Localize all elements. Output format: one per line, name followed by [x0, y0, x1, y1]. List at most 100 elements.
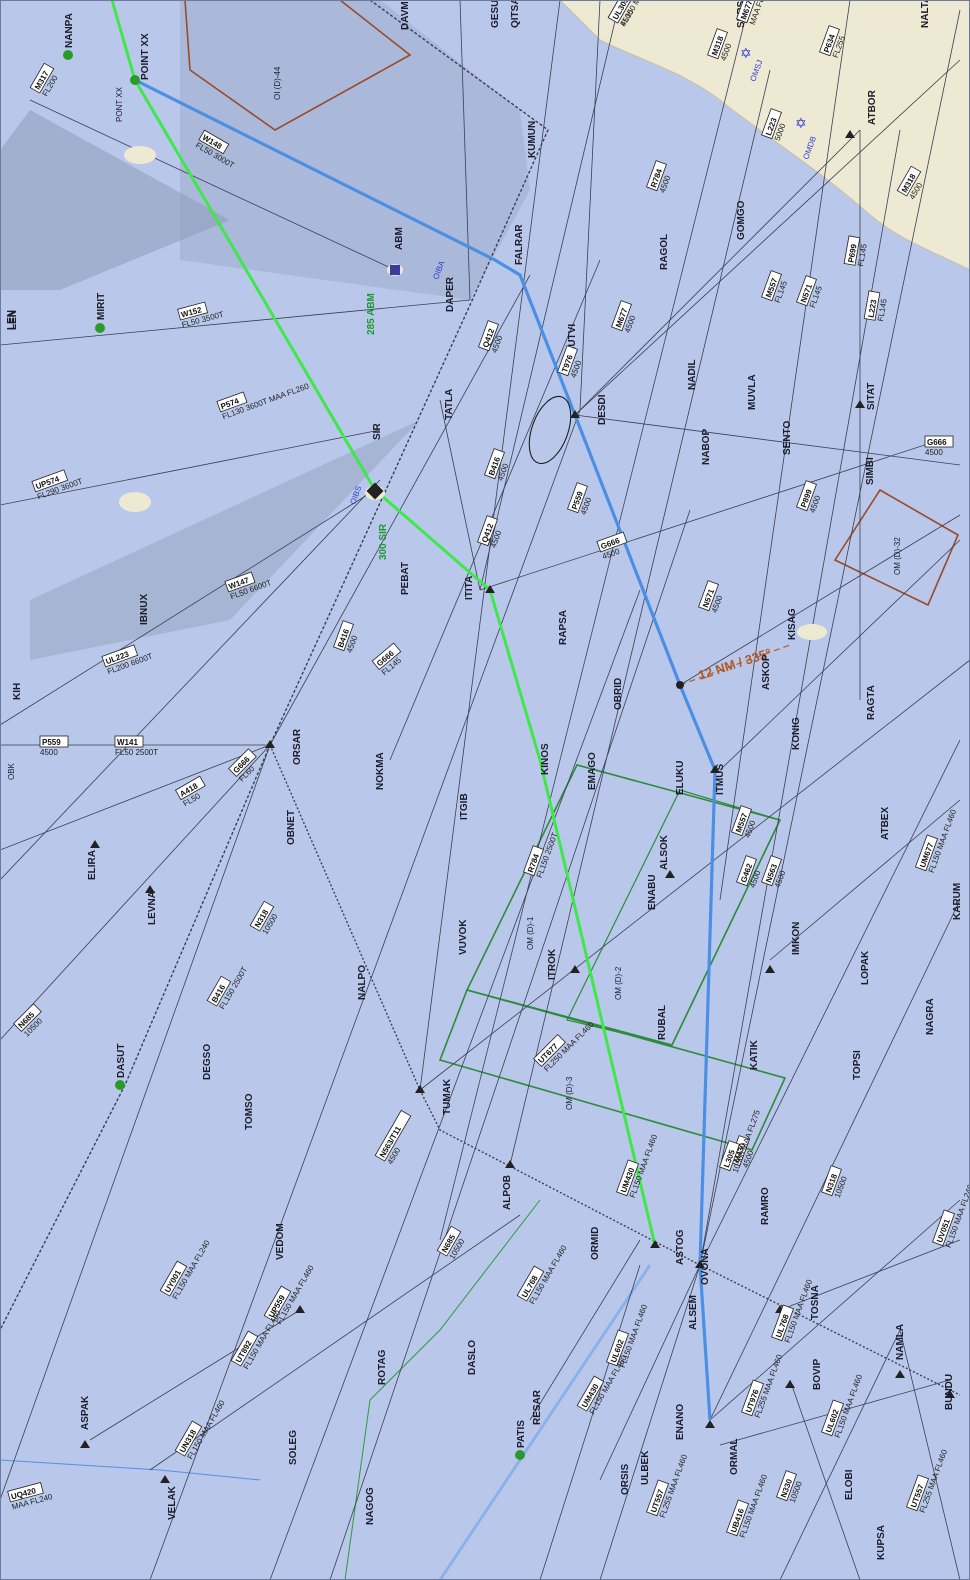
compulsory-point-icon[interactable] — [95, 323, 105, 333]
waypoint-label: ASPAK — [80, 1395, 91, 1430]
waypoint-label: RAPSA — [558, 610, 569, 645]
waypoint-label: FALRAR — [514, 224, 525, 265]
airway-box — [821, 1165, 842, 1197]
green-route[interactable] — [110, 0, 657, 1246]
airway-box — [228, 748, 257, 777]
airway-box — [796, 480, 817, 512]
waypoint-label: BUNDU — [944, 1374, 955, 1410]
compulsory-point-icon[interactable] — [115, 1080, 125, 1090]
restricted-area-oid44[interactable] — [184, 0, 412, 131]
waypoint-label: RUBAL — [657, 1005, 668, 1040]
vor-icon[interactable] — [390, 265, 400, 275]
waypoint-label: KUMUN — [527, 121, 538, 158]
shaded-region — [0, 110, 230, 290]
point-label[interactable]: POINT XX — [140, 33, 151, 80]
airway-id: W141 — [117, 738, 138, 747]
waypoint-label: GOMGO — [736, 200, 747, 240]
waypoint-label: NAMLA — [895, 1324, 906, 1360]
waypoint-label: DESDI — [597, 394, 608, 425]
waypoint-label: TOMSO — [244, 1093, 255, 1130]
airway-id: L223 — [866, 298, 878, 318]
point-label[interactable]: NANPA — [64, 13, 75, 48]
waypoint-label: KINOS — [540, 743, 551, 775]
waypoint-triangles — [80, 130, 955, 1483]
airway-box — [906, 1474, 930, 1512]
zone-label: OM (D)-3 — [565, 1076, 574, 1110]
vor-icon[interactable] — [366, 482, 384, 500]
point-label[interactable]: DASUT — [116, 1044, 127, 1078]
waypoint-label: PEBAT — [400, 562, 411, 595]
shaded-region — [30, 420, 420, 660]
airway-box — [915, 834, 939, 872]
waypoint-label: ALPOB — [502, 1175, 513, 1210]
waypoint-label: ITMUS — [715, 764, 726, 795]
compulsory-point-icon[interactable] — [63, 50, 73, 60]
compulsory-point-icon[interactable] — [515, 1450, 525, 1460]
labels-layer: NANPA POINT XX MIRIT DASUT PATIS OMDB OM… — [6, 0, 963, 1560]
airway-altitude: FL145 — [876, 298, 889, 322]
airway-box — [114, 735, 144, 748]
waypoint-label: VEDOM — [275, 1223, 286, 1260]
navaid-freq: 300 SIR — [378, 523, 389, 560]
point-label[interactable]: MIRIT — [96, 293, 107, 320]
compulsory-point-icon[interactable] — [130, 75, 140, 85]
boundary-green — [344, 1199, 541, 1580]
airport-icon[interactable]: ✡ — [740, 45, 752, 61]
waypoint-label: RAGOL — [659, 234, 670, 270]
waypoint-label: ULBEK — [640, 1450, 651, 1485]
airport-icon[interactable]: ✡ — [795, 115, 807, 131]
airway-box — [478, 320, 499, 352]
airway-box — [263, 1285, 292, 1322]
waypoint-label: TOPSI — [852, 1050, 863, 1080]
airway-box — [206, 975, 232, 1007]
waypoint-label: PONT XX — [115, 86, 124, 122]
airway-box — [707, 28, 728, 60]
airway-box — [216, 391, 248, 413]
airway-box — [484, 448, 505, 480]
waypoint-label: TUMAK — [442, 1078, 453, 1115]
waypoint-label: ITROK — [547, 948, 558, 980]
boundary-light — [0, 1459, 261, 1481]
waypoint-label: MUVLA — [747, 374, 758, 410]
airway-box — [177, 301, 209, 321]
airway-box — [616, 1159, 640, 1197]
navaid-freq: 285 ABM — [366, 293, 377, 335]
waypoint-label: DEGSO — [202, 1044, 213, 1080]
airway-box — [371, 642, 402, 671]
waypoint-label: ASTOG — [675, 1229, 686, 1265]
airway-box — [436, 1225, 462, 1257]
waypoint-label: OVONA — [700, 1248, 711, 1285]
waypoint-icon[interactable] — [676, 681, 684, 689]
point-label[interactable]: PATIS — [516, 1420, 527, 1448]
airway-box — [761, 108, 782, 140]
side-label: LEN — [8, 310, 19, 330]
danger-zone-omd3[interactable] — [438, 989, 787, 1151]
waypoint-label: NABOP — [701, 429, 712, 465]
blue-route[interactable] — [134, 78, 717, 1421]
airway-altitude: 4500 — [925, 448, 943, 457]
waypoint-label: EMAGO — [587, 752, 598, 790]
waypoint-label: NAGRA — [925, 998, 936, 1035]
restricted-area-omd32[interactable] — [833, 488, 960, 607]
